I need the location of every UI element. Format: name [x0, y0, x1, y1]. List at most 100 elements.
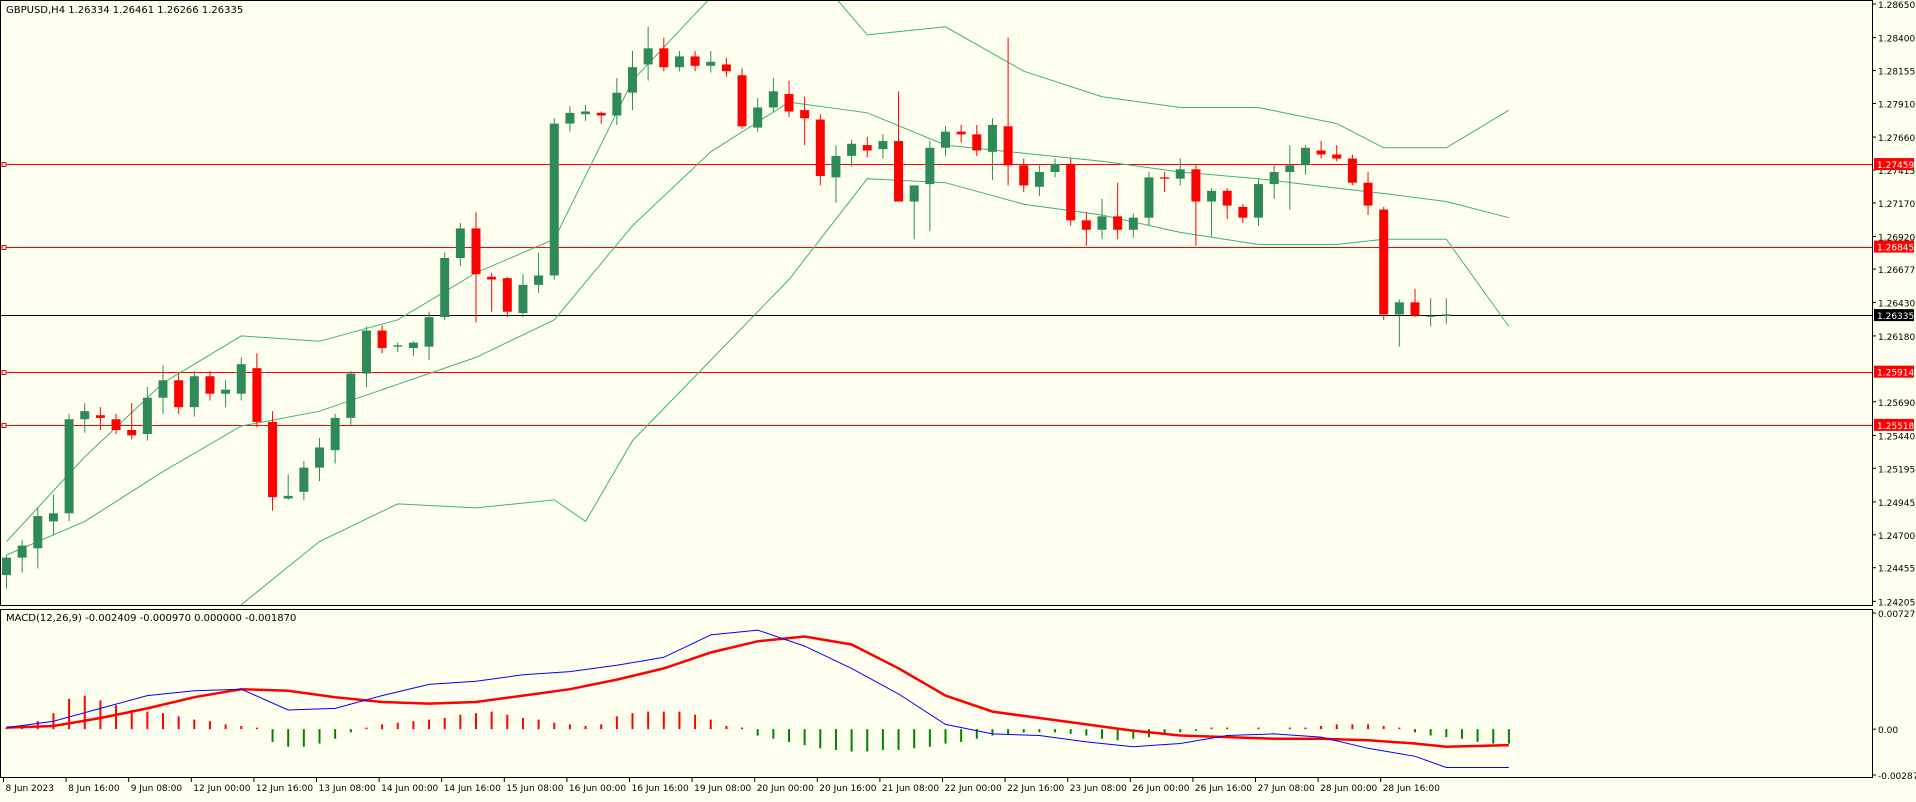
macd-pane-frame: [0, 609, 1873, 778]
candle-body-bear: [1363, 182, 1373, 206]
price-tick-label: 1.24945: [1878, 499, 1915, 509]
candle-body-bull: [612, 92, 622, 116]
time-axis: 8 Jun 2023 8 Jun 16:00 9 Jun 08:00 12 Jun 0…: [3, 778, 1440, 794]
level-handle[interactable]: [1, 162, 7, 167]
candle-body-bear: [1332, 154, 1342, 159]
time-tick-label: 15 Jun 08:00: [506, 784, 563, 794]
candle-body-bull: [80, 411, 90, 420]
candle-body-bear: [95, 415, 105, 418]
level-price-label: 1.26845: [1877, 244, 1914, 254]
candle-body-bull: [1207, 190, 1217, 202]
time-tick-label: 28 Jun 00:00: [1320, 784, 1377, 794]
candle-body-bear: [690, 56, 700, 66]
candle-body-bull: [440, 257, 450, 318]
candle-body-bear: [487, 276, 497, 280]
time-tick-label: 22 Jun 00:00: [945, 784, 1002, 794]
candle-body-bull: [393, 345, 403, 347]
candle-body-bear: [127, 429, 137, 436]
time-tick-label: 8 Jun 16:00: [68, 784, 120, 794]
time-tick-label: 16 Jun 16:00: [632, 784, 689, 794]
price-tick-label: 1.28400: [1878, 35, 1915, 45]
candle-body-bear: [972, 134, 982, 151]
candle-body-bear: [471, 228, 481, 275]
macd-pane: [5, 629, 1510, 768]
price-tick-label: 1.27660: [1878, 134, 1915, 144]
price-tick-label: 1.25195: [1878, 465, 1915, 475]
candle-body-bear: [737, 75, 747, 127]
time-tick-label: 23 Jun 08:00: [1070, 784, 1127, 794]
level-price-label: 1.27459: [1877, 161, 1914, 171]
candle-body-bull: [565, 112, 575, 124]
candle-body-bear: [784, 94, 794, 112]
macd-signal-line: [6, 635, 1509, 748]
time-tick-label: 9 Jun 08:00: [131, 784, 183, 794]
candle-body-bear: [1191, 169, 1201, 202]
candle-body-bear: [862, 145, 872, 151]
price-tick-label: 1.24205: [1878, 598, 1915, 608]
candle-body-bull: [1097, 216, 1107, 230]
candle-body-bear: [894, 141, 904, 202]
time-tick-label: 22 Jun 16:00: [1007, 784, 1064, 794]
candle-body-bull: [315, 447, 324, 468]
candle-body-bull: [674, 56, 684, 68]
macd-tick-label: 0.007271: [1878, 610, 1916, 620]
candle-body-bull: [189, 376, 199, 408]
time-tick-label: 19 Jun 08:00: [694, 784, 751, 794]
macd-tick-label: 0.00: [1878, 726, 1898, 736]
candle-body-bull: [236, 364, 246, 394]
candle-body-bull: [643, 48, 653, 65]
time-tick-label: 21 Jun 08:00: [882, 784, 939, 794]
price-pane: [0, 0, 1872, 606]
current-price-label: 1.26335: [1877, 312, 1914, 322]
candle-body-bear: [1222, 190, 1232, 206]
bollinger-lower-band: [240, 178, 1510, 606]
level-handle[interactable]: [1, 423, 7, 428]
candle-body-bull: [1254, 184, 1263, 218]
time-tick-label: 28 Jun 16:00: [1383, 784, 1440, 794]
candle-body-bear: [268, 421, 278, 498]
candle-body-bull: [1300, 147, 1310, 166]
candle-body-bull: [1441, 314, 1451, 316]
price-tick-label: 1.28155: [1878, 68, 1915, 78]
candle-body-bull: [518, 284, 528, 314]
level-handle[interactable]: [1, 245, 7, 250]
candle-body-bear: [1003, 126, 1013, 166]
level-price-label: 1.25518: [1877, 422, 1914, 432]
candle-body-bear: [1019, 165, 1029, 186]
candle-body-bull: [48, 513, 58, 522]
price-tick-label: 1.27415: [1878, 167, 1915, 177]
level-price-label-box: [1874, 418, 1914, 431]
candle-body-bear: [956, 131, 966, 135]
candle-body-bear: [252, 368, 262, 422]
price-tick-label: 1.26677: [1878, 266, 1915, 276]
candle-body-bear: [1081, 220, 1091, 230]
price-tick-label: 1.28650: [1878, 1, 1915, 11]
time-tick-label: 26 Jun 00:00: [1132, 784, 1189, 794]
time-tick-label: 20 Jun 00:00: [757, 784, 814, 794]
time-tick-label: 13 Jun 08:00: [319, 784, 376, 794]
candle-body-bull: [706, 61, 716, 66]
candle-body-bull: [221, 389, 231, 394]
level-handle[interactable]: [1, 370, 7, 375]
candle-body-bull: [1175, 169, 1185, 179]
price-tick-label: 1.25440: [1878, 432, 1915, 442]
macd-tick-label: -0.00287: [1878, 772, 1916, 782]
candle-body-bull: [283, 495, 293, 499]
candle-body-bull: [549, 123, 559, 276]
candle-body-bull: [1128, 217, 1138, 230]
price-tick-label: 1.24455: [1878, 565, 1915, 575]
time-tick-label: 20 Jun 16:00: [819, 784, 876, 794]
candle-body-bull: [581, 111, 591, 115]
price-tick-label: 1.26430: [1878, 299, 1915, 309]
candle-body-bull: [361, 330, 371, 374]
candle-body-bull: [987, 124, 997, 152]
time-tick-label: 12 Jun 16:00: [256, 784, 313, 794]
candle-body-bear: [377, 330, 387, 349]
macd-axis: 0.007271 0.00 -0.00287: [1872, 610, 1916, 782]
macd-info-label: MACD(12,26,9) -0.002409 -0.000970 0.0000…: [6, 613, 296, 624]
candle-body-bear: [1160, 177, 1170, 179]
symbol-info-label: GBPUSD,H4 1.26334 1.26461 1.26266 1.2633…: [6, 5, 243, 16]
candle-body-bull: [158, 380, 168, 398]
